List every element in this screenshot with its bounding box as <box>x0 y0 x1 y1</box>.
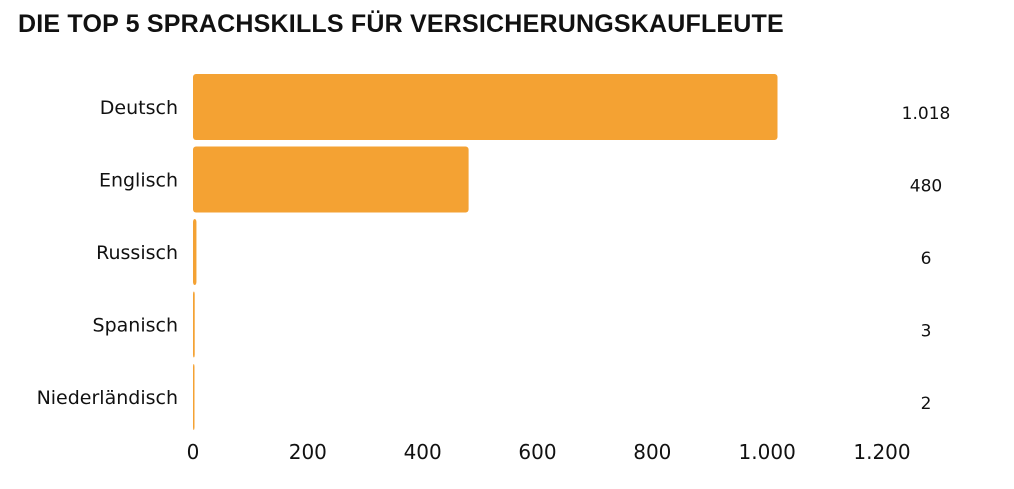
bar-0 <box>193 74 778 140</box>
bars-group <box>193 74 778 430</box>
x-tick-label: 1.000 <box>739 440 796 464</box>
category-labels: Deutsch Englisch Russisch Spanisch Niederlän… <box>37 97 178 409</box>
x-axis-ticks: 0 200 400 600 800 1.000 1.200 <box>187 440 911 464</box>
x-tick-label: 200 <box>289 440 327 464</box>
bar-1 <box>193 146 469 213</box>
value-label: 6 <box>921 249 932 269</box>
x-tick-label: 400 <box>404 440 442 464</box>
value-label: 2 <box>921 394 932 414</box>
x-tick-label: 800 <box>633 440 671 464</box>
value-label: 480 <box>910 177 942 197</box>
category-label: Englisch <box>99 170 178 192</box>
value-label: 1.018 <box>902 104 951 124</box>
bar-3 <box>193 291 195 358</box>
category-label: Russisch <box>96 242 178 264</box>
category-label: Spanisch <box>93 315 178 337</box>
x-tick-label: 1.200 <box>853 440 910 464</box>
x-tick-label: 0 <box>187 440 200 464</box>
category-label: Deutsch <box>100 97 178 119</box>
value-label: 3 <box>921 322 932 342</box>
chart-title: DIE TOP 5 SPRACHSKILLS FÜR VERSICHERUNGS… <box>18 10 784 38</box>
category-label: Niederländisch <box>37 387 178 409</box>
bar-2 <box>193 219 197 285</box>
value-labels: 1.018 480 6 3 2 <box>902 104 951 414</box>
bar-4 <box>193 364 195 430</box>
x-tick-label: 600 <box>518 440 556 464</box>
